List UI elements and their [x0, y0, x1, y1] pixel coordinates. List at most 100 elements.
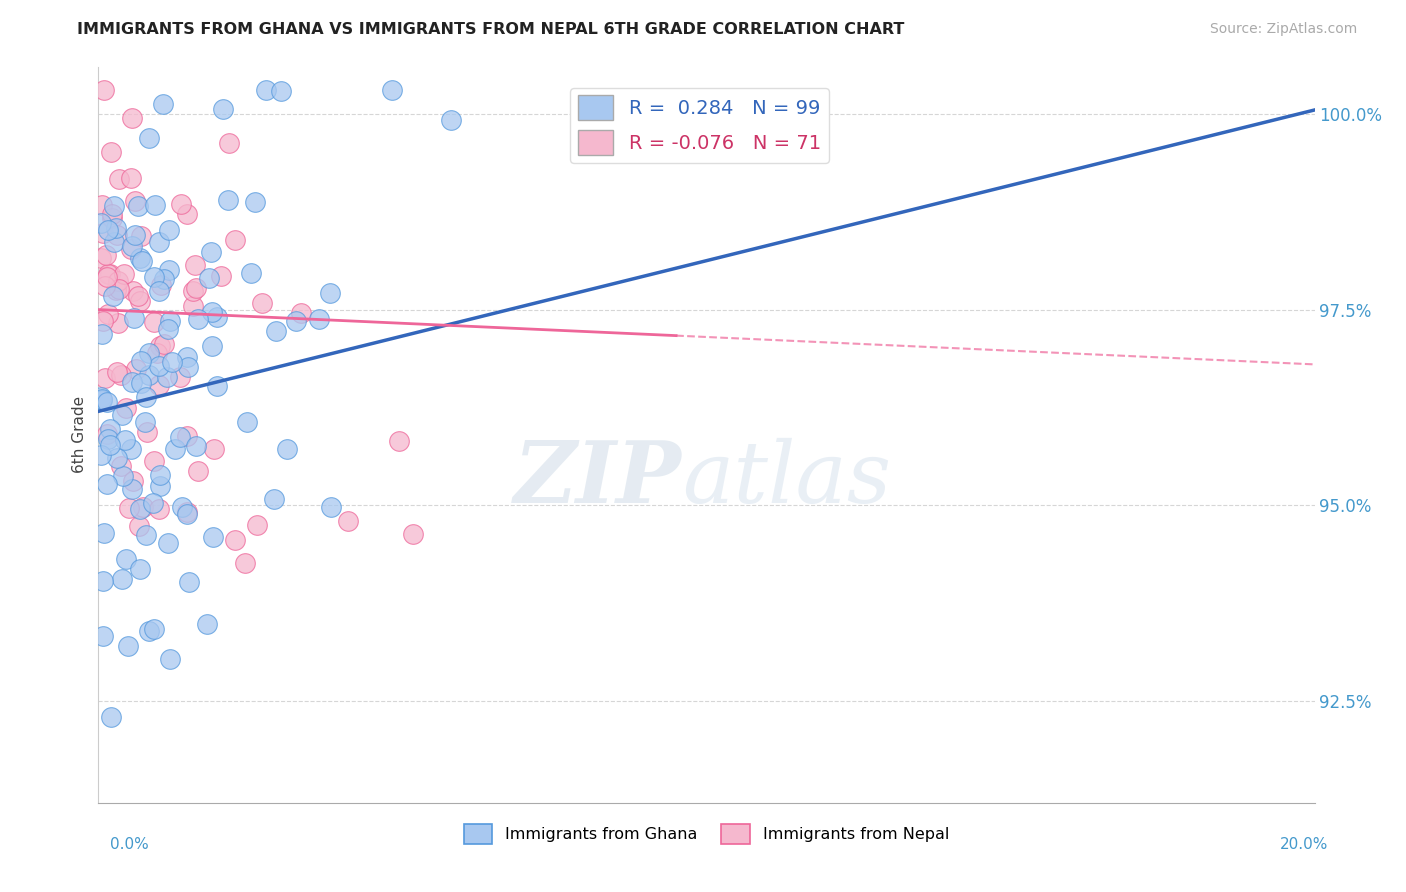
Point — [290, 306, 312, 320]
Point — [111, 408, 134, 422]
Point — [125, 361, 148, 376]
Point — [91, 314, 114, 328]
Point — [156, 321, 179, 335]
Point — [233, 556, 256, 570]
Point — [181, 299, 204, 313]
Point — [176, 506, 198, 520]
Point — [138, 131, 160, 145]
Point — [101, 207, 124, 221]
Point — [184, 258, 207, 272]
Point — [250, 296, 273, 310]
Point — [209, 268, 232, 283]
Point — [122, 310, 145, 325]
Point — [176, 507, 198, 521]
Point — [150, 278, 173, 293]
Point — [201, 305, 224, 319]
Point — [90, 448, 112, 462]
Point — [148, 502, 170, 516]
Point — [157, 223, 180, 237]
Point — [149, 479, 172, 493]
Point — [110, 368, 132, 382]
Point — [142, 315, 165, 329]
Point — [121, 112, 143, 126]
Point — [128, 519, 150, 533]
Point — [264, 324, 287, 338]
Point — [105, 228, 128, 243]
Point — [205, 310, 228, 325]
Point — [152, 337, 174, 351]
Point — [129, 562, 152, 576]
Point — [121, 284, 143, 298]
Point — [107, 316, 129, 330]
Point — [96, 477, 118, 491]
Point — [201, 530, 224, 544]
Point — [120, 243, 142, 257]
Point — [120, 442, 142, 457]
Point — [176, 207, 198, 221]
Point — [96, 269, 118, 284]
Point — [187, 464, 209, 478]
Point — [159, 652, 181, 666]
Point — [212, 102, 235, 116]
Point — [149, 468, 172, 483]
Point — [103, 235, 125, 249]
Point — [131, 253, 153, 268]
Point — [143, 622, 166, 636]
Point — [129, 376, 152, 391]
Point — [148, 235, 170, 249]
Point — [148, 284, 170, 298]
Point — [124, 228, 146, 243]
Point — [195, 617, 218, 632]
Legend: R =  0.284   N = 99, R = -0.076   N = 71: R = 0.284 N = 99, R = -0.076 N = 71 — [571, 87, 828, 163]
Point — [105, 365, 128, 379]
Point — [97, 268, 120, 282]
Point — [243, 195, 266, 210]
Point — [181, 284, 204, 298]
Point — [90, 251, 112, 265]
Point — [135, 390, 157, 404]
Point — [402, 527, 425, 541]
Point — [98, 422, 121, 436]
Point — [112, 267, 135, 281]
Text: atlas: atlas — [682, 438, 891, 520]
Point — [337, 514, 360, 528]
Point — [108, 172, 131, 186]
Point — [90, 216, 112, 230]
Point — [254, 83, 277, 97]
Point — [129, 228, 152, 243]
Point — [186, 281, 208, 295]
Point — [120, 171, 142, 186]
Point — [319, 285, 342, 300]
Point — [155, 369, 177, 384]
Point — [217, 193, 239, 207]
Point — [94, 279, 117, 293]
Point — [115, 552, 138, 566]
Point — [239, 266, 262, 280]
Point — [132, 500, 155, 514]
Point — [96, 427, 118, 442]
Point — [186, 439, 208, 453]
Point — [107, 274, 129, 288]
Point — [218, 136, 240, 151]
Point — [138, 624, 160, 639]
Point — [138, 345, 160, 359]
Point — [97, 223, 120, 237]
Point — [103, 289, 125, 303]
Point — [91, 574, 114, 588]
Point — [176, 351, 198, 365]
Text: IMMIGRANTS FROM GHANA VS IMMIGRANTS FROM NEPAL 6TH GRADE CORRELATION CHART: IMMIGRANTS FROM GHANA VS IMMIGRANTS FROM… — [77, 22, 904, 37]
Point — [129, 502, 152, 516]
Point — [205, 379, 228, 393]
Point — [179, 575, 201, 590]
Point — [98, 438, 121, 452]
Point — [440, 112, 463, 127]
Point — [160, 355, 183, 369]
Point — [388, 434, 411, 448]
Point — [122, 475, 145, 489]
Point — [115, 401, 138, 415]
Text: 20.0%: 20.0% — [1281, 838, 1329, 852]
Point — [159, 314, 181, 328]
Point — [165, 442, 187, 456]
Point — [187, 312, 209, 326]
Point — [172, 500, 194, 515]
